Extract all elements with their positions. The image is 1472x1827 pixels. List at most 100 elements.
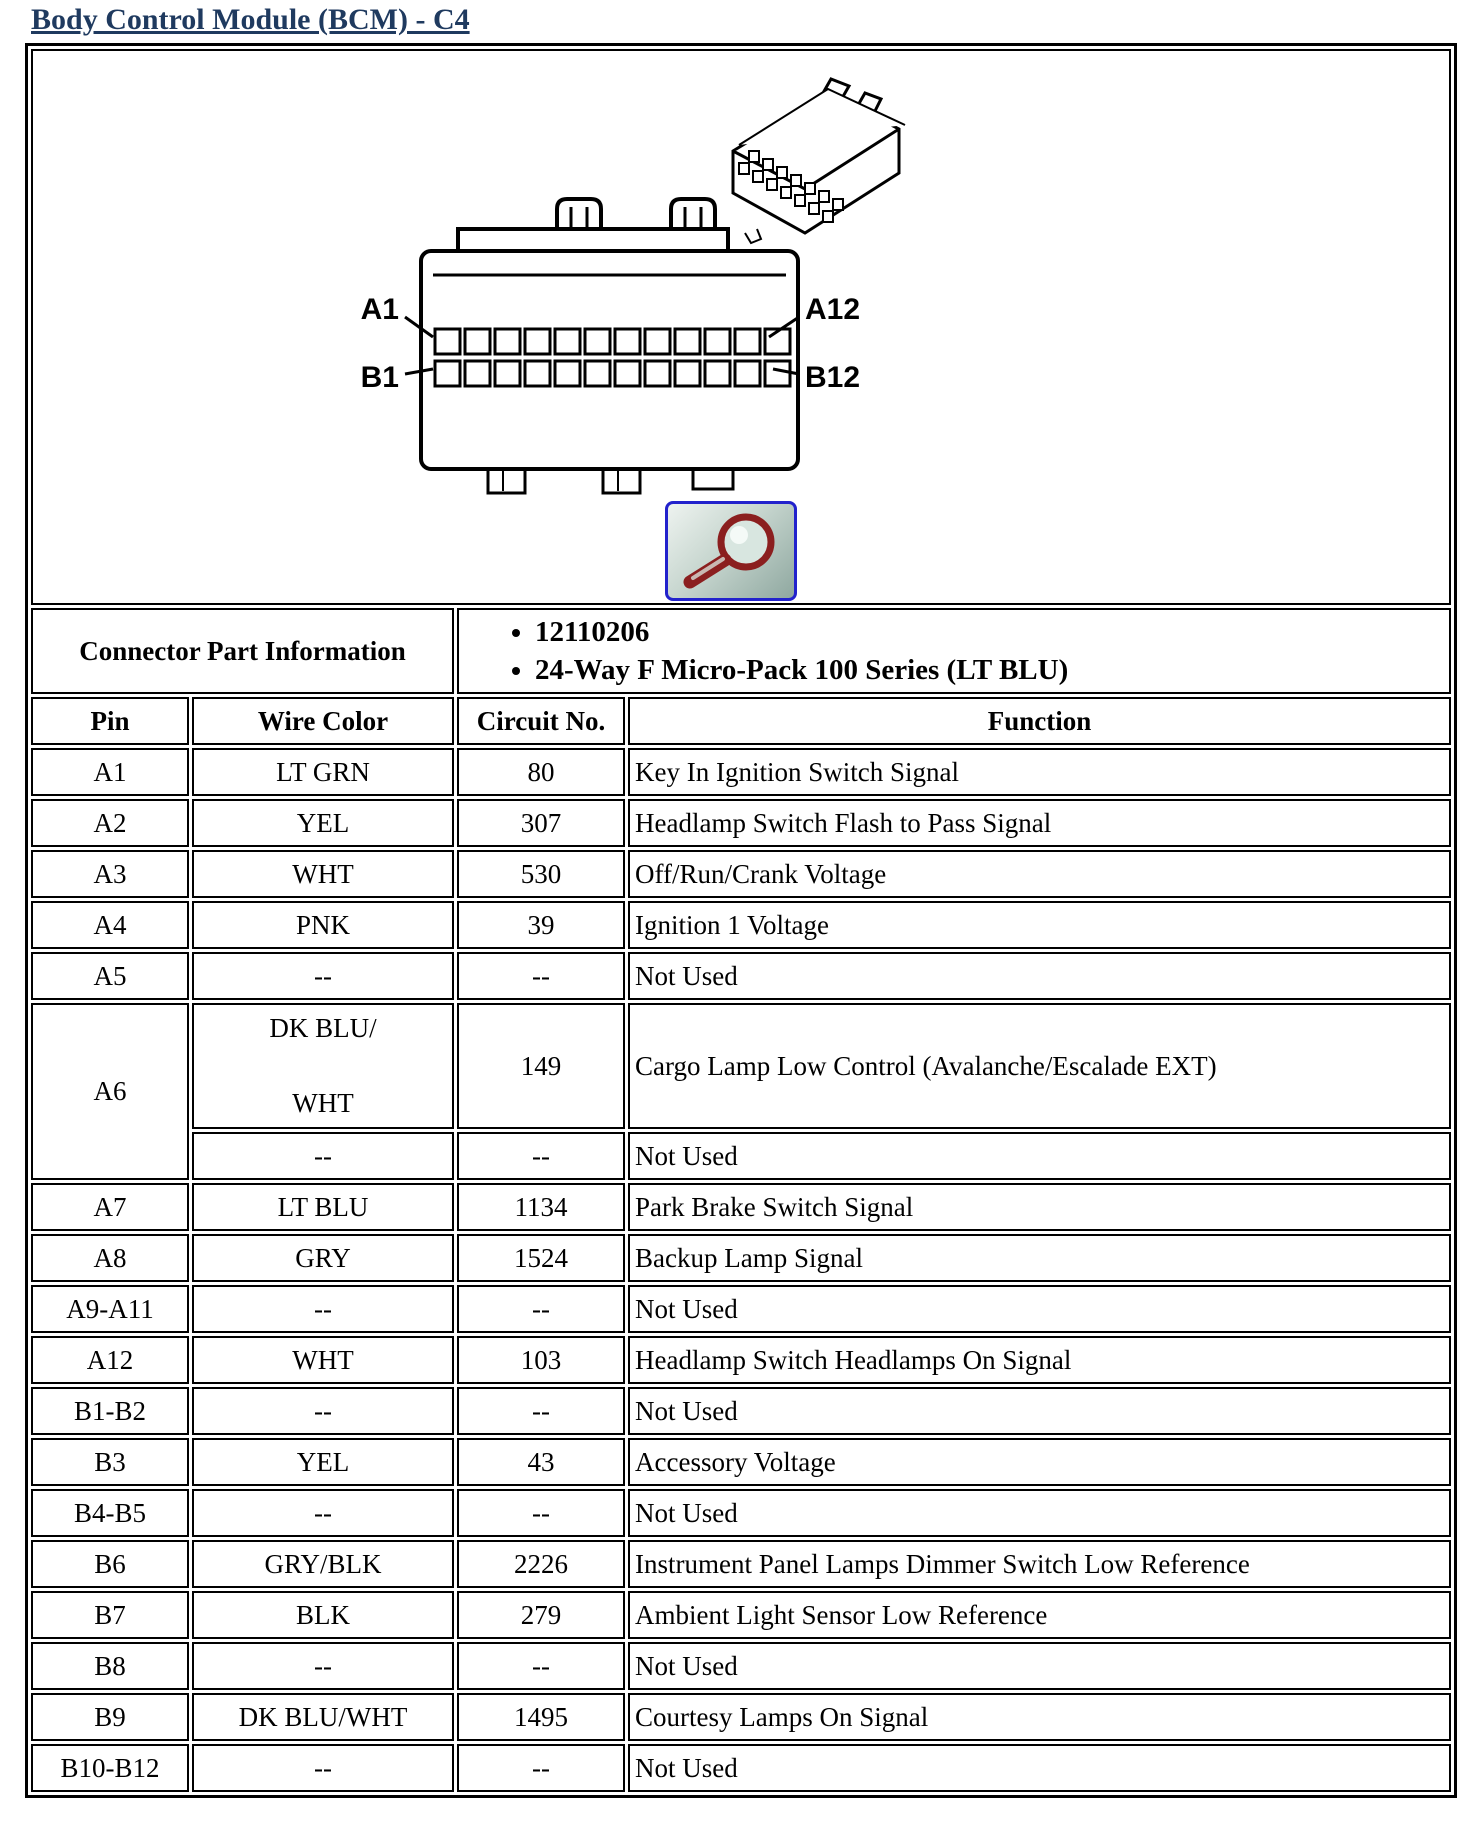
pin-label-b1: B1 [361,361,399,394]
zoom-image-button[interactable] [665,501,797,601]
part-number: 12110206 [535,613,1448,651]
table-row: A8 GRY 1524 Backup Lamp Signal [31,1234,1451,1282]
pin-cell: A7 [31,1183,189,1231]
table-row: B7 BLK 279 Ambient Light Sensor Low Refe… [31,1591,1451,1639]
pin-cell: B10-B12 [31,1744,189,1792]
circuit-cell: -- [457,1744,625,1792]
pin-cell: A4 [31,901,189,949]
connector-info-panel: A1 A12 B1 B12 [25,43,1457,1798]
connector-3d-view [731,77,906,245]
table-header-row: Pin Wire Color Circuit No. Function [31,697,1451,745]
function-cell: Accessory Voltage [628,1438,1451,1486]
page-title-link[interactable]: Body Control Module (BCM) - C4 [31,3,470,36]
table-row: A5 -- -- Not Used [31,952,1451,1000]
column-header-wire-color: Wire Color [192,697,454,745]
wire-color-cell: GRY [192,1234,454,1282]
table-row: A1 LT GRN 80 Key In Ignition Switch Sign… [31,748,1451,796]
function-cell: Not Used [628,1489,1451,1537]
wire-color-cell: LT BLU [192,1183,454,1231]
wire-color-cell: PNK [192,901,454,949]
pin-cell: A5 [31,952,189,1000]
pin-label-a1: A1 [361,293,399,326]
column-header-circuit: Circuit No. [457,697,625,745]
connector-table: A1 A12 B1 B12 [28,46,1454,1795]
function-cell: Instrument Panel Lamps Dimmer Switch Low… [628,1540,1451,1588]
function-cell: Not Used [628,1285,1451,1333]
table-row: B8 -- -- Not Used [31,1642,1451,1690]
circuit-cell: -- [457,1132,625,1180]
function-cell: Ignition 1 Voltage [628,901,1451,949]
wire-color-cell: LT GRN [192,748,454,796]
function-cell: Off/Run/Crank Voltage [628,850,1451,898]
pin-cell: B4-B5 [31,1489,189,1537]
pin-cell: B9 [31,1693,189,1741]
circuit-cell: 39 [457,901,625,949]
wire-color-line1: DK BLU/ [269,1013,377,1043]
circuit-cell: 80 [457,748,625,796]
table-row: A7 LT BLU 1134 Park Brake Switch Signal [31,1183,1451,1231]
function-cell: Courtesy Lamps On Signal [628,1693,1451,1741]
circuit-cell: 103 [457,1336,625,1384]
circuit-cell: 2226 [457,1540,625,1588]
wire-color-cell: YEL [192,799,454,847]
magnifier-icon [683,513,775,589]
wire-color-cell: -- [192,1642,454,1690]
circuit-cell: 307 [457,799,625,847]
table-row: A6 DK BLU/ WHT 149 Cargo Lamp Low Contro… [31,1003,1451,1180]
pin-cell: B1-B2 [31,1387,189,1435]
circuit-cell: -- [457,1642,625,1690]
pin-cell: A1 [31,748,189,796]
circuit-cell: 1495 [457,1693,625,1741]
wire-color-cell: -- [192,1387,454,1435]
circuit-cell: -- [457,952,625,1000]
page-title: Body Control Module (BCM) - C4 [31,4,1457,36]
pin-cell: A8 [31,1234,189,1282]
connector-diagram: A1 A12 B1 B12 [361,77,906,495]
table-row: A9-A11 -- -- Not Used [31,1285,1451,1333]
function-cell: Not Used [628,1387,1451,1435]
function-cell: Headlamp Switch Flash to Pass Signal [628,799,1451,847]
table-row: A2 YEL 307 Headlamp Switch Flash to Pass… [31,799,1451,847]
function-cell: Not Used [628,1642,1451,1690]
circuit-cell: 1134 [457,1183,625,1231]
wire-color-cell: BLK [192,1591,454,1639]
wire-color-cell: -- [192,1285,454,1333]
pin-label-b12: B12 [805,361,860,394]
pin-cell: A12 [31,1336,189,1384]
table-row: A12 WHT 103 Headlamp Switch Headlamps On… [31,1336,1451,1384]
table-row: B10-B12 -- -- Not Used [31,1744,1451,1792]
table-row: B9 DK BLU/WHT 1495 Courtesy Lamps On Sig… [31,1693,1451,1741]
circuit-cell: 279 [457,1591,625,1639]
function-cell: Ambient Light Sensor Low Reference [628,1591,1451,1639]
circuit-cell: -- [457,1387,625,1435]
wire-color-cell: DK BLU/ WHT [192,1003,454,1129]
table-row: A3 WHT 530 Off/Run/Crank Voltage [31,850,1451,898]
table-row: B6 GRY/BLK 2226 Instrument Panel Lamps D… [31,1540,1451,1588]
table-row: B4-B5 -- -- Not Used [31,1489,1451,1537]
function-cell: Cargo Lamp Low Control (Avalanche/Escala… [628,1003,1451,1129]
pin-cell: B3 [31,1438,189,1486]
table-row: A4 PNK 39 Ignition 1 Voltage [31,901,1451,949]
function-cell: Headlamp Switch Headlamps On Signal [628,1336,1451,1384]
wire-color-cell: WHT [192,850,454,898]
function-cell: Key In Ignition Switch Signal [628,748,1451,796]
column-header-function: Function [628,697,1451,745]
wire-color-line2: WHT [292,1088,354,1118]
function-cell: Not Used [628,1744,1451,1792]
function-cell: Park Brake Switch Signal [628,1183,1451,1231]
circuit-cell: -- [457,1489,625,1537]
circuit-cell: -- [457,1285,625,1333]
pin-cell: B8 [31,1642,189,1690]
wire-color-cell: -- [192,952,454,1000]
connector-figure-cell: A1 A12 B1 B12 [31,49,1451,605]
wire-color-cell: YEL [192,1438,454,1486]
part-info-header: Connector Part Information [31,608,454,694]
pin-cell: A6 [31,1003,189,1180]
wire-color-cell: GRY/BLK [192,1540,454,1588]
table-row: B1-B2 -- -- Not Used [31,1387,1451,1435]
function-cell: Not Used [628,952,1451,1000]
table-row: -- -- Not Used [31,1132,1451,1180]
pin-cell: A3 [31,850,189,898]
circuit-cell: 530 [457,850,625,898]
